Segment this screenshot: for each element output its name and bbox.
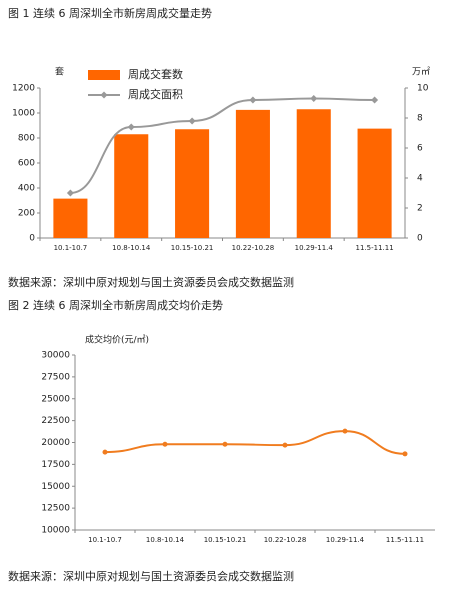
x-tick-label: 10.29-11.4: [295, 244, 334, 252]
y-axis-label: 套: [55, 66, 64, 78]
legend-marker: [100, 91, 108, 99]
y-tick-label: 30000: [41, 351, 70, 361]
marker: [310, 95, 318, 102]
marker: [342, 428, 348, 434]
source-note: 数据来源：深圳中原对规划与国土资源委员会成交数据监测: [8, 569, 294, 583]
y-tick-label: 0: [29, 234, 35, 244]
y-tick-label: 20000: [41, 438, 70, 448]
marker: [127, 123, 135, 131]
y-tick-label: 600: [18, 159, 35, 169]
marker: [188, 117, 196, 125]
x-tick-label: 10.8-10.14: [112, 244, 151, 252]
source-note: 数据来源：深圳中原对规划与国土资源委员会成交数据监测: [8, 275, 294, 289]
bar: [53, 198, 88, 238]
line: [104, 430, 406, 455]
marker: [402, 451, 408, 457]
marker: [102, 449, 108, 455]
y-axis-label: 成交均价(元/㎡): [85, 334, 149, 346]
y-tick-label: 1200: [12, 84, 35, 94]
y2-axis-label: 万㎡: [412, 67, 430, 78]
y-tick-label: 800: [18, 134, 35, 144]
y-tick-label: 15000: [41, 482, 70, 492]
figure-caption: 图 1 连续 6 周深圳全市新房周成交量走势: [8, 6, 212, 20]
x-tick-label: 10.29-11.4: [326, 536, 365, 544]
y-tick-label: 400: [18, 184, 35, 194]
y-tick-label: 25000: [41, 394, 70, 404]
marker: [282, 442, 288, 448]
y2-tick-label: 6: [417, 144, 423, 154]
bar: [114, 134, 149, 238]
y2-tick-label: 10: [417, 84, 429, 94]
y-tick-label: 12500: [41, 504, 70, 514]
y-tick-label: 200: [18, 209, 35, 219]
y2-tick-label: 2: [417, 204, 423, 214]
figure-caption: 图 2 连续 6 周深圳全市新房周成交均价走势: [8, 298, 223, 312]
bar: [357, 128, 392, 238]
bar: [296, 109, 331, 238]
marker: [249, 96, 257, 104]
x-tick-label: 10.22-10.28: [232, 244, 275, 252]
bar: [235, 109, 270, 238]
y-tick-label: 27500: [41, 372, 70, 382]
legend-label: 周成交套数: [128, 67, 183, 81]
x-tick-label: 10.1-10.7: [88, 536, 122, 544]
legend-label: 周成交面积: [128, 87, 183, 101]
x-tick-label: 10.22-10.28: [264, 536, 307, 544]
marker: [371, 96, 379, 104]
y2-tick-label: 0: [417, 234, 423, 244]
x-tick-label: 10.8-10.14: [146, 536, 185, 544]
marker: [162, 441, 168, 447]
x-tick-label: 10.15-10.21: [204, 536, 247, 544]
marker: [66, 189, 74, 197]
x-tick-label: 11.5-11.11: [386, 536, 424, 544]
marker: [222, 441, 228, 447]
y2-tick-label: 8: [417, 114, 423, 124]
x-tick-label: 11.5-11.11: [356, 244, 394, 252]
y2-tick-label: 4: [417, 174, 423, 184]
legend-swatch: [88, 70, 120, 80]
y-tick-label: 1000: [12, 109, 35, 119]
bar: [175, 129, 210, 238]
x-tick-label: 10.1-10.7: [54, 244, 88, 252]
y-tick-label: 17500: [41, 460, 70, 470]
y-tick-label: 10000: [41, 526, 70, 536]
y-tick-label: 22500: [41, 416, 70, 426]
x-tick-label: 10.15-10.21: [171, 244, 214, 252]
